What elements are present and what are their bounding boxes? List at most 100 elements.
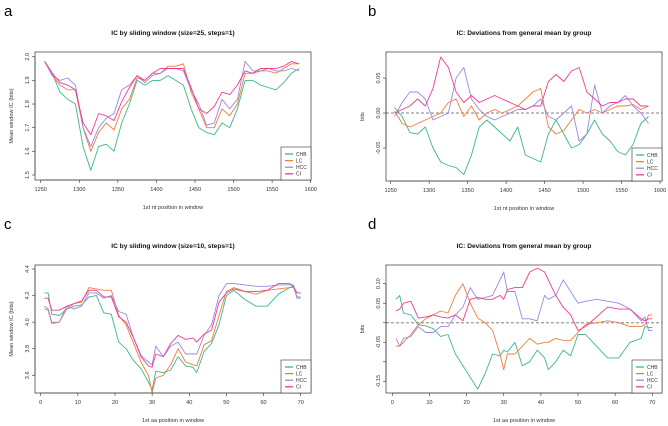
legend-label: HCC	[296, 378, 307, 384]
y-tick-label: 3.6	[25, 371, 31, 379]
y-tick-label: 0.00	[376, 108, 382, 119]
x-tick-label: 70	[298, 400, 304, 406]
x-tick-label: 40	[538, 400, 544, 406]
legend-label: CI	[296, 172, 301, 178]
y-tick-label: -0.05	[376, 336, 382, 349]
chart-title: IC: Deviations from general mean by grou…	[457, 243, 592, 250]
x-tick-label: 1250	[34, 187, 46, 193]
x-tick-label: 1450	[538, 188, 550, 194]
y-tick-label: 1.6	[25, 147, 31, 155]
y-tick-label: 1.7	[25, 124, 31, 132]
plot-frame	[385, 264, 663, 394]
x-tick-label: 1350	[461, 188, 473, 194]
series-line-chb	[394, 107, 649, 176]
series-line-chb	[44, 285, 301, 391]
plot-frame	[34, 51, 312, 181]
x-tick-label: 1250	[384, 188, 396, 194]
series-line-hcc	[44, 60, 300, 148]
legend-label: HCC	[296, 165, 307, 171]
legend-box	[631, 147, 663, 182]
y-tick-label: 3.8	[25, 345, 31, 353]
y-tick-label: 4.2	[25, 292, 31, 300]
series-line-lc	[44, 287, 301, 393]
legend-label: CHB	[296, 152, 307, 158]
legend-label: HCC	[647, 378, 658, 384]
x-tick-label: 10	[426, 400, 432, 406]
x-axis-label: 1st nt position in window	[143, 205, 205, 211]
y-tick-label: 4.0	[25, 318, 31, 326]
series-line-hcc	[394, 67, 649, 142]
legend-label: CHB	[647, 365, 658, 371]
series-line-ci	[44, 60, 300, 136]
panel-a: a IC by sliding window (size=25, steps=1)…	[4, 3, 317, 211]
y-tick-label: 1.5	[25, 171, 31, 179]
legend-label: CHB	[296, 365, 307, 371]
x-tick-label: 1500	[577, 188, 589, 194]
legend-box	[280, 359, 312, 394]
plot-frame	[385, 51, 663, 182]
y-tick-label: 1.9	[25, 76, 31, 84]
panel-label: d	[368, 216, 376, 233]
legend-label: LC	[647, 159, 654, 165]
x-tick-label: 1500	[227, 187, 239, 193]
chart-title: IC by sliding window (size=25, steps=1)	[111, 30, 234, 37]
y-axis-label: bits	[360, 112, 366, 121]
x-tick-label: 1600	[654, 188, 666, 194]
plot-frame	[34, 264, 312, 394]
series-line-lc	[396, 283, 653, 371]
legend-label: LC	[296, 158, 303, 164]
y-tick-label: 4.4	[25, 265, 31, 273]
series-line-ci	[395, 267, 653, 331]
x-tick-label: 50	[223, 400, 229, 406]
y-axis-label: Mean window IC (bits)	[9, 88, 15, 143]
series-line-ci	[44, 283, 301, 368]
x-tick-label: 1550	[266, 187, 278, 193]
x-tick-label: 1400	[150, 187, 162, 193]
x-tick-label: 1600	[304, 187, 316, 193]
y-tick-label: -0.15	[376, 375, 382, 388]
y-tick-label: 2.0	[25, 53, 31, 61]
x-tick-label: 20	[463, 400, 469, 406]
legend-label: CHB	[647, 153, 658, 159]
x-axis-label: 1st aa position in window	[493, 418, 556, 424]
x-tick-label: 1350	[112, 187, 124, 193]
series-line-ci	[394, 56, 649, 114]
y-tick-label: 0.05	[376, 73, 382, 84]
y-axis-label: bits	[360, 324, 366, 333]
x-tick-label: 20	[112, 400, 118, 406]
x-tick-label: 60	[260, 400, 266, 406]
legend-box	[631, 359, 663, 394]
series-line-hcc	[395, 271, 653, 347]
x-tick-label: 1300	[423, 188, 435, 194]
y-tick-label: 0.05	[376, 298, 382, 309]
x-tick-label: 1400	[500, 188, 512, 194]
panel-d: d IC: Deviations from general mean by gro…	[360, 216, 663, 424]
y-tick-label: -0.05	[376, 142, 382, 155]
panel-label: a	[4, 3, 13, 20]
x-tick-label: 0	[391, 400, 394, 406]
chart-title: IC by sliding window (size=10, steps=1)	[111, 243, 234, 250]
x-tick-label: 30	[501, 400, 507, 406]
series-line-lc	[44, 61, 300, 152]
legend-label: CI	[647, 385, 652, 391]
x-axis-label: 1st aa position in window	[142, 418, 205, 424]
chart-title: IC: Deviations from general mean by grou…	[457, 30, 592, 37]
series-line-chb	[395, 294, 653, 390]
x-tick-label: 1550	[615, 188, 627, 194]
panel-b: b IC: Deviations from general mean by gro…	[360, 3, 666, 212]
x-tick-label: 10	[75, 400, 81, 406]
x-tick-label: 40	[186, 400, 192, 406]
series-line-lc	[394, 88, 649, 135]
legend-box	[280, 146, 312, 181]
x-tick-label: 1300	[73, 187, 85, 193]
legend-label: LC	[296, 371, 303, 377]
panel-c: c IC by sliding window (size=10, steps=1)…	[4, 216, 312, 424]
x-tick-label: 70	[649, 400, 655, 406]
y-tick-label: 0.10	[376, 278, 382, 289]
y-axis-label: Mean window IC (bits)	[9, 301, 15, 356]
